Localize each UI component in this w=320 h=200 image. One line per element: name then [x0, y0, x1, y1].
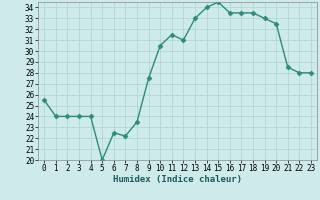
- X-axis label: Humidex (Indice chaleur): Humidex (Indice chaleur): [113, 175, 242, 184]
